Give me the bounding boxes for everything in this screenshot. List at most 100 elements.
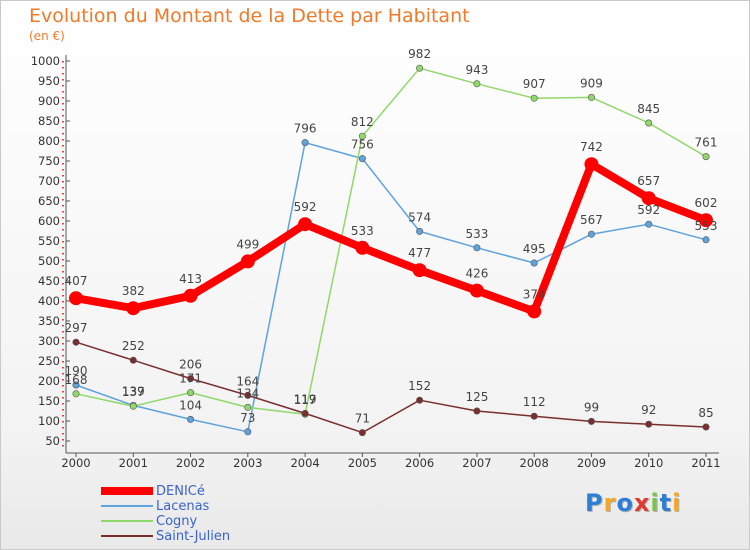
data-point-lacenas xyxy=(301,139,309,147)
data-label-saint-julien: 85 xyxy=(698,406,713,420)
data-point-lacenas xyxy=(645,220,653,228)
y-tick-label: 700 xyxy=(38,174,60,188)
data-label-lacenas: 104 xyxy=(179,398,202,412)
proxiti-logo: Proxiti xyxy=(585,489,681,517)
data-point-saint-julien xyxy=(702,423,710,431)
data-point-saint-julien xyxy=(416,396,424,404)
data-point-lacenas xyxy=(187,415,195,423)
data-point-denic- xyxy=(240,254,255,269)
x-tick-label: 2009 xyxy=(577,456,606,470)
data-point-lacenas xyxy=(358,155,366,163)
x-tick-label: 2010 xyxy=(634,456,663,470)
data-label-lacenas: 796 xyxy=(294,122,317,136)
data-label-denic-: 413 xyxy=(179,272,202,286)
data-label-lacenas: 73 xyxy=(240,411,255,425)
data-label-cogny: 812 xyxy=(351,115,374,129)
x-tick-label: 2004 xyxy=(290,456,319,470)
data-point-cogny xyxy=(129,402,137,410)
legend-item-lacenas: Lacenas xyxy=(101,499,301,514)
data-point-cogny xyxy=(187,389,195,397)
y-tick-label: 500 xyxy=(38,254,60,268)
data-label-lacenas: 139 xyxy=(122,384,145,398)
data-label-lacenas: 574 xyxy=(408,210,431,224)
data-label-cogny: 907 xyxy=(523,77,546,91)
data-label-denic-: 382 xyxy=(122,284,145,298)
data-label-saint-julien: 119 xyxy=(294,392,317,406)
data-point-saint-julien xyxy=(530,412,538,420)
data-label-denic-: 477 xyxy=(408,246,431,260)
data-label-cogny: 168 xyxy=(65,373,88,387)
data-point-denic- xyxy=(183,288,198,303)
data-label-lacenas: 190 xyxy=(65,364,88,378)
data-point-lacenas xyxy=(473,244,481,252)
legend-swatch-cogny xyxy=(101,520,153,522)
y-tick-label: 900 xyxy=(38,94,60,108)
data-point-saint-julien xyxy=(244,391,252,399)
data-point-cogny xyxy=(587,93,595,101)
legend-swatch-saint-julien xyxy=(101,535,153,537)
logo-letter: i xyxy=(672,489,682,517)
x-tick-label: 2007 xyxy=(462,456,491,470)
data-label-cogny: 171 xyxy=(179,372,202,386)
data-label-lacenas: 533 xyxy=(465,227,488,241)
logo-letter: x xyxy=(633,489,651,517)
y-tick-label: 400 xyxy=(38,294,60,308)
logo-letter: r xyxy=(603,489,617,517)
chart-legend: DENICé Lacenas Cogny Saint-Julien xyxy=(101,484,301,544)
data-label-lacenas: 756 xyxy=(351,138,374,152)
y-tick-label: 300 xyxy=(38,334,60,348)
data-label-denic-: 533 xyxy=(351,224,374,238)
y-tick-label: 150 xyxy=(38,394,60,408)
y-tick-label: 750 xyxy=(38,154,60,168)
legend-label-saint-julien: Saint-Julien xyxy=(156,529,231,544)
data-point-cogny xyxy=(358,132,366,140)
y-tick-label: 650 xyxy=(38,194,60,208)
data-point-lacenas xyxy=(702,236,710,244)
data-label-saint-julien: 125 xyxy=(465,390,488,404)
data-point-denic- xyxy=(469,283,484,298)
data-label-denic-: 602 xyxy=(695,196,718,210)
data-label-saint-julien: 71 xyxy=(355,412,370,426)
data-point-denic- xyxy=(641,191,656,206)
data-label-denic-: 657 xyxy=(637,174,660,188)
data-label-saint-julien: 99 xyxy=(584,400,599,414)
data-label-denic-: 374 xyxy=(523,287,546,301)
data-label-lacenas: 553 xyxy=(695,219,718,233)
data-point-saint-julien xyxy=(301,409,309,417)
legend-label-cogny: Cogny xyxy=(156,514,198,529)
data-point-cogny xyxy=(702,153,710,161)
data-label-cogny: 761 xyxy=(695,136,718,150)
data-point-saint-julien xyxy=(72,338,80,346)
data-point-denic- xyxy=(584,157,599,172)
data-point-cogny xyxy=(244,403,252,411)
x-tick-label: 2002 xyxy=(176,456,205,470)
legend-item-denic-: DENICé xyxy=(101,484,301,499)
data-label-lacenas: 567 xyxy=(580,213,603,227)
data-label-saint-julien: 297 xyxy=(65,321,88,335)
y-tick-label: 350 xyxy=(38,314,60,328)
data-point-saint-julien xyxy=(129,356,137,364)
legend-swatch-denic- xyxy=(101,487,153,495)
x-tick-label: 2011 xyxy=(691,456,720,470)
y-tick-label: 200 xyxy=(38,374,60,388)
logo-letter: P xyxy=(585,489,604,517)
legend-label-lacenas: Lacenas xyxy=(156,499,210,514)
y-tick-label: 250 xyxy=(38,354,60,368)
x-tick-label: 2000 xyxy=(61,456,90,470)
y-tick-label: 1000 xyxy=(31,54,60,68)
data-point-cogny xyxy=(473,80,481,88)
data-point-lacenas xyxy=(416,227,424,235)
data-label-cogny: 982 xyxy=(408,47,431,61)
legend-label-denic-: DENICé xyxy=(156,484,205,499)
logo-letter: t xyxy=(659,489,673,517)
data-label-saint-julien: 252 xyxy=(122,339,145,353)
x-tick-label: 2008 xyxy=(520,456,549,470)
y-tick-label: 50 xyxy=(45,434,60,448)
logo-letter: i xyxy=(650,489,660,517)
data-point-saint-julien xyxy=(645,420,653,428)
data-label-denic-: 499 xyxy=(236,237,259,251)
data-point-lacenas xyxy=(244,428,252,436)
data-label-cogny: 943 xyxy=(465,63,488,77)
